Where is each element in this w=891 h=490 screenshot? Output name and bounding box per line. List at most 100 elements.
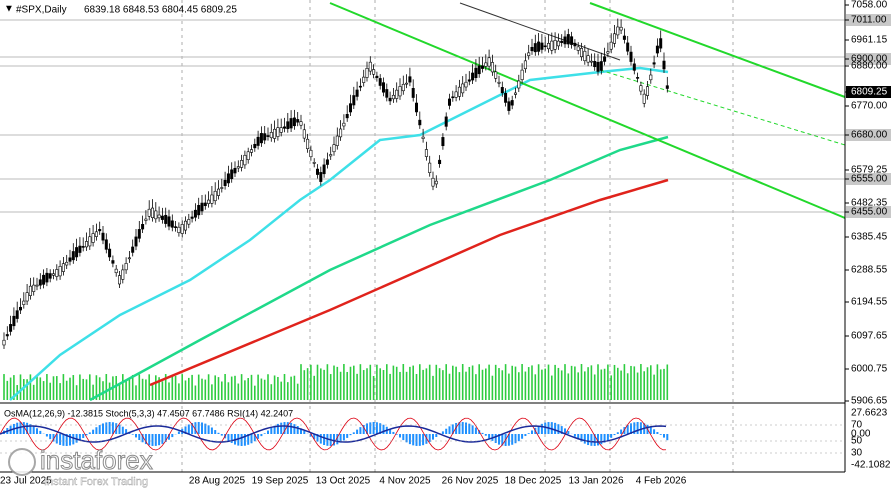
candle [289, 118, 293, 129]
osma-bar [62, 434, 65, 446]
osma-bar [210, 427, 213, 434]
volume-bar [171, 376, 174, 400]
candle [223, 179, 227, 186]
volume-bar [442, 370, 444, 400]
osma-bar [319, 434, 322, 444]
candle [15, 310, 19, 319]
osma-bar [666, 434, 669, 441]
candle [98, 229, 102, 232]
osma-bar [270, 427, 273, 434]
volume-bar [501, 370, 504, 400]
volume-bar [435, 364, 438, 400]
osma-bar [72, 434, 75, 445]
candle [543, 45, 547, 48]
volume-bar [488, 364, 490, 400]
volume-bar [260, 378, 263, 400]
candle [652, 62, 656, 65]
candle [513, 92, 517, 95]
volume-bar [339, 371, 342, 400]
volume-bar [300, 364, 302, 400]
osma-bar [49, 434, 52, 440]
candle [309, 149, 313, 158]
candle [622, 35, 626, 40]
candle [296, 119, 300, 123]
candle [649, 74, 653, 81]
candle [447, 98, 451, 106]
osma-bar [389, 429, 392, 434]
osma-bar [550, 422, 553, 434]
collapse-arrow[interactable]: ▼ [4, 4, 14, 15]
stoch-line [0, 417, 667, 451]
volume-bar [356, 373, 358, 400]
candle [533, 43, 537, 53]
volume-bar [511, 365, 513, 400]
osma-bar [455, 422, 458, 434]
candle [401, 83, 405, 92]
osma-bar [336, 434, 339, 445]
volume-bar [491, 375, 494, 400]
candle [576, 46, 580, 51]
candle [639, 85, 643, 92]
osma-bar [402, 434, 405, 441]
volume-bar [656, 364, 659, 400]
osma-bar [587, 434, 590, 446]
osma-bar [154, 434, 157, 446]
candle [101, 232, 105, 241]
volume-bar [313, 375, 315, 400]
osma-bar [333, 434, 335, 446]
candle [480, 65, 484, 69]
candle [164, 214, 168, 224]
osma-bar [359, 427, 362, 434]
volume-bar [214, 375, 216, 400]
volume-bar [663, 368, 665, 400]
candle [58, 266, 62, 277]
osma-bar [342, 434, 345, 441]
osma-bar [227, 434, 230, 441]
candle [556, 40, 560, 47]
osma-bar [659, 434, 662, 435]
candle [68, 257, 72, 262]
osma-bar [194, 422, 197, 434]
osma-bar [276, 423, 279, 434]
osma-bar [141, 434, 144, 443]
volume-bar [359, 364, 362, 400]
osma-bar [432, 434, 434, 440]
candle [124, 263, 128, 271]
candle [121, 269, 125, 280]
candle [632, 63, 636, 71]
candle [137, 229, 141, 239]
osma-bar [583, 434, 586, 444]
osma-bar [217, 432, 220, 434]
volume-bar [293, 375, 296, 400]
volume-bar [174, 375, 177, 400]
volume-bar [29, 374, 32, 400]
osma-bar [326, 434, 329, 446]
osma-bar [237, 434, 240, 446]
candle [421, 136, 425, 139]
candle [256, 136, 260, 146]
osma-bar [633, 422, 636, 434]
candle [424, 149, 428, 157]
price-box [846, 53, 891, 65]
volume-bar [191, 374, 193, 400]
osma-bar [412, 434, 415, 446]
candle [322, 164, 326, 175]
volume-bar [310, 364, 312, 400]
candle [464, 81, 468, 88]
osma-bar [474, 427, 477, 434]
volume-bar [56, 376, 58, 400]
symbol: #SPX,Daily [16, 5, 67, 16]
candle [193, 209, 197, 218]
candle [28, 285, 32, 296]
volume-bar [326, 364, 329, 400]
volume-bar [240, 374, 243, 400]
candle [190, 216, 194, 219]
candle [345, 114, 349, 119]
candle [279, 127, 283, 133]
candle [418, 119, 422, 126]
candle [61, 263, 65, 272]
osma-bar [557, 424, 560, 434]
candle [378, 78, 382, 86]
moving-averages [9, 66, 669, 402]
